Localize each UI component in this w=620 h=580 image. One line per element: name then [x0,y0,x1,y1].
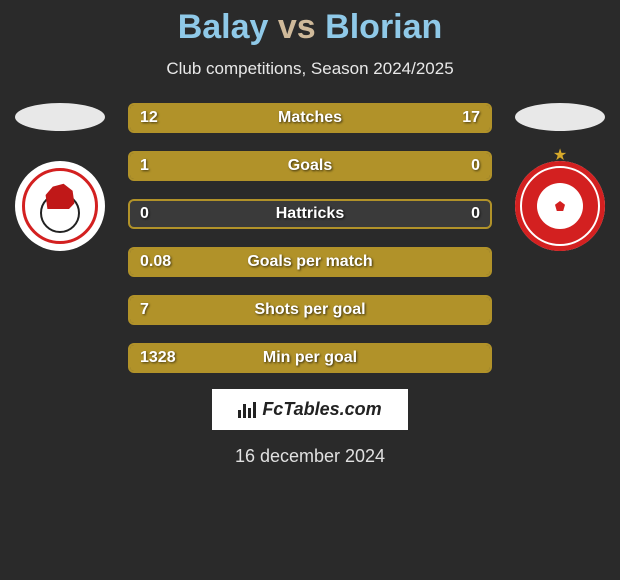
stat-row: 1217Matches [128,103,492,133]
right-team-badge: ★ [515,161,605,251]
player1-name: Balay [178,8,269,46]
stat-label: Matches [130,109,490,127]
chart-icon [238,402,256,418]
comparison-title: Balay vs Blorian [178,8,443,47]
stat-label: Goals per match [130,253,490,271]
stat-row: 7Shots per goal [128,295,492,325]
stat-row: 00Hattricks [128,199,492,229]
stat-row: 1328Min per goal [128,343,492,373]
right-ellipse [515,103,605,131]
stat-row: 10Goals [128,151,492,181]
stat-label: Hattricks [130,205,490,223]
right-side: ★ [510,103,610,251]
brand-text: FcTables.com [262,399,381,420]
stat-label: Shots per goal [130,301,490,319]
left-ellipse [15,103,105,131]
main-content: 1217Matches 10Goals 00Hattricks 0.08Goals p… [0,103,620,373]
stat-label: Goals [130,157,490,175]
player2-name: Blorian [325,8,442,46]
stat-label: Min per goal [130,349,490,367]
date-text: 16 december 2024 [235,446,385,467]
stat-row: 0.08Goals per match [128,247,492,277]
stat-bars: 1217Matches 10Goals 00Hattricks 0.08Goals p… [110,103,510,373]
left-side [10,103,110,251]
left-team-badge [15,161,105,251]
vs-label: vs [278,8,316,46]
brand-badge: FcTables.com [212,389,407,430]
subtitle: Club competitions, Season 2024/2025 [166,59,453,79]
